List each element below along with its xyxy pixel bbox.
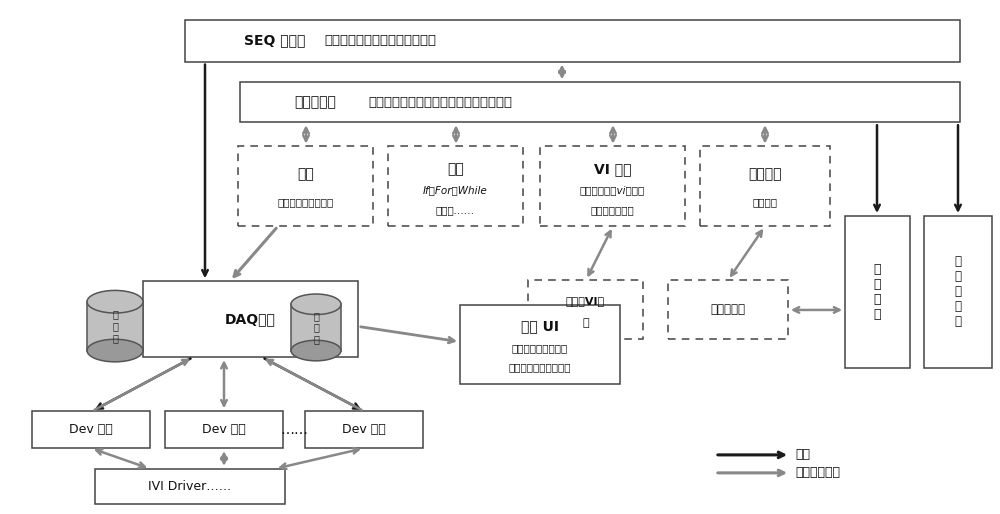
Text: 标准的硬件调与控制: 标准的硬件调与控制 <box>277 197 334 207</box>
Ellipse shape <box>87 339 143 362</box>
FancyBboxPatch shape <box>528 280 643 339</box>
Text: VI 步骤: VI 步骤 <box>594 162 631 176</box>
FancyBboxPatch shape <box>305 411 423 448</box>
Text: 指
令
池: 指 令 池 <box>313 311 319 344</box>
FancyBboxPatch shape <box>32 411 150 448</box>
Text: 探针性质的，可读可写: 探针性质的，可读可写 <box>509 362 571 372</box>
Text: 用: 用 <box>582 318 589 328</box>
FancyBboxPatch shape <box>238 146 373 226</box>
Polygon shape <box>87 302 143 351</box>
Text: 线
程
间
互
锁: 线 程 间 互 锁 <box>955 255 962 328</box>
Text: 算法工具包: 算法工具包 <box>710 303 746 316</box>
Text: 驱动: 驱动 <box>297 168 314 181</box>
FancyBboxPatch shape <box>185 20 960 62</box>
FancyBboxPatch shape <box>240 82 960 122</box>
Text: 信号运算: 信号运算 <box>752 197 777 207</box>
Text: If、For、While: If、For、While <box>423 186 488 195</box>
Text: 信
号
线
程: 信 号 线 程 <box>874 263 881 321</box>
Text: 监控 UI: 监控 UI <box>521 319 559 333</box>
Text: Dev 线程: Dev 线程 <box>69 423 113 436</box>
FancyBboxPatch shape <box>700 146 830 226</box>
Text: 预处理测试用例，管理执行线程: 预处理测试用例，管理执行线程 <box>324 34 436 47</box>
Text: 各类可用独立vi实现的: 各类可用独立vi实现的 <box>580 186 645 195</box>
FancyBboxPatch shape <box>143 281 358 357</box>
Text: 数
据
池: 数 据 池 <box>112 309 118 343</box>
Text: DAQ引擎: DAQ引擎 <box>225 312 276 326</box>
FancyBboxPatch shape <box>924 216 992 368</box>
Text: 每类仪器的独立控制: 每类仪器的独立控制 <box>512 344 568 354</box>
Text: 逻辑: 逻辑 <box>447 162 464 176</box>
Ellipse shape <box>291 294 341 315</box>
Text: SEQ 引擎：: SEQ 引擎： <box>244 33 306 48</box>
FancyBboxPatch shape <box>460 305 620 384</box>
FancyBboxPatch shape <box>845 216 910 368</box>
Text: Dev 线程: Dev 线程 <box>202 423 246 436</box>
Text: 命令数据交互: 命令数据交互 <box>795 466 840 480</box>
Text: Dev 线程: Dev 线程 <box>342 423 386 436</box>
FancyBboxPatch shape <box>95 469 285 504</box>
FancyBboxPatch shape <box>540 146 685 226</box>
Polygon shape <box>291 304 341 351</box>
Text: IVI Driver……: IVI Driver…… <box>148 480 232 493</box>
Text: 调用: 调用 <box>795 448 810 462</box>
Text: 非硬件控制功能: 非硬件控制功能 <box>591 205 634 215</box>
Text: 子序列……: 子序列…… <box>436 205 475 215</box>
FancyBboxPatch shape <box>388 146 523 226</box>
Text: 计算执行逻辑，逐步执行，控制执行时间: 计算执行逻辑，逐步执行，控制执行时间 <box>368 96 512 109</box>
FancyBboxPatch shape <box>668 280 788 339</box>
Ellipse shape <box>87 290 143 313</box>
Text: 执行线程：: 执行线程： <box>294 95 336 109</box>
Text: 公式算法: 公式算法 <box>748 168 782 181</box>
FancyBboxPatch shape <box>165 411 283 448</box>
Text: ……: …… <box>280 423 308 437</box>
Ellipse shape <box>291 340 341 361</box>
Text: 自定义VI调: 自定义VI调 <box>566 296 605 306</box>
